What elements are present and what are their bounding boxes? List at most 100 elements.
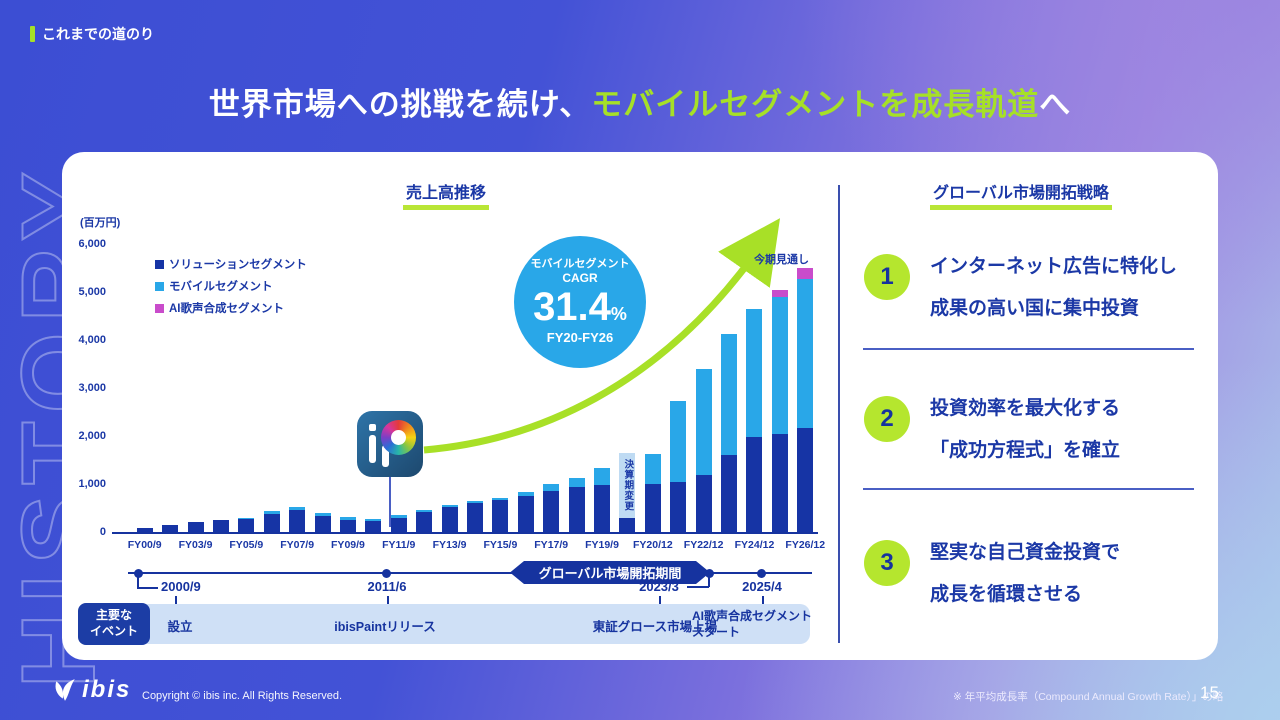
bar-segment-mobile	[492, 497, 509, 501]
bar-segment-mobile	[517, 492, 534, 497]
milestone-tick	[175, 596, 177, 605]
strategy-line: インターネット広告に特化し	[930, 256, 1178, 277]
bar-segment-solution	[746, 436, 763, 532]
milestone-event: 設立	[167, 620, 193, 634]
icon-color-wheel	[381, 420, 416, 455]
chart-title: 売上高推移	[403, 179, 490, 210]
forecast-label: 今期見通し	[754, 254, 809, 266]
strategy-number-badge: 3	[864, 540, 910, 586]
milestone-date: 2025/4	[742, 579, 782, 594]
y-tick: 1,000	[78, 478, 106, 490]
bar-unlabeled	[564, 244, 589, 532]
strategy-number-badge: 1	[864, 254, 910, 300]
ibis-logo-mark	[55, 679, 75, 701]
milestone-event: ibisPaintリリース	[334, 620, 436, 634]
x-axis-label: FY07/9	[280, 539, 315, 551]
bar-FY20/12: FY20/12	[633, 244, 673, 551]
x-axis-label: FY09/9	[331, 539, 365, 551]
bar-segment-solution	[644, 484, 661, 532]
cagr-period: FY20-FY26	[546, 330, 614, 346]
legend-label: ソリューションセグメント	[169, 259, 307, 271]
strategy-item-1: 1 インターネット広告に特化し 成果の高い国に集中投資	[864, 246, 1206, 330]
bar-unlabeled	[666, 244, 691, 532]
bar-segment-mobile	[594, 468, 611, 486]
strategy-line: 堅実な自己資金投資で	[930, 542, 1121, 563]
strategy-separator	[863, 488, 1194, 490]
bar-segment-solution	[466, 503, 483, 532]
legend-item: モバイルセグメント	[155, 278, 307, 294]
bar-segment-solution	[568, 486, 585, 532]
x-axis-label: FY15/9	[483, 539, 518, 551]
events-strip	[130, 604, 810, 644]
bar-unlabeled	[208, 244, 233, 532]
chart-legend: ソリューションセグメント モバイルセグメント AI歌声合成セグメント	[155, 256, 307, 316]
milestone-date: 2011/6	[367, 579, 407, 594]
bar-unlabeled	[716, 244, 741, 532]
bar-segment-solution	[721, 455, 738, 532]
bar-segment-solution	[594, 485, 611, 532]
x-axis-label: FY24/12	[734, 539, 775, 551]
strategy-text: インターネット広告に特化し 成果の高い国に集中投資	[930, 246, 1206, 330]
bar-segment-solution	[543, 491, 560, 532]
section-eyebrow: これまでの道のり	[30, 24, 154, 44]
bar-segment-mobile	[644, 454, 661, 484]
strategy-title: グローバル市場開拓戦略	[930, 179, 1112, 210]
bar-segment-solution	[289, 509, 306, 532]
cagr-number: 31.4	[533, 285, 611, 330]
bar-FY09/9: FY09/9	[331, 244, 365, 551]
icon-p-stem	[382, 445, 389, 467]
timeline-dot-2023	[705, 568, 714, 578]
bar-segment-mobile	[746, 308, 763, 437]
bar-segment-solution	[390, 517, 407, 532]
milestone-event-line1: AI歌声合成セグメント	[692, 609, 813, 623]
cagr-footnote: ※ 年平均成長率（Compound Annual Growth Rate）」の略	[953, 691, 1224, 703]
icon-connector-line	[389, 477, 391, 527]
bar-segment-mobile	[543, 484, 560, 492]
cagr-label: CAGR	[562, 271, 598, 286]
bar-segment-solution	[314, 515, 331, 532]
cagr-segment-label: モバイルセグメント	[530, 257, 630, 270]
bar-FY19/9: FY19/9	[585, 244, 619, 551]
bar-unlabeled	[411, 244, 436, 532]
milestone-event: 東証グロース市場上場	[592, 620, 718, 634]
cagr-value: 31.4%	[514, 286, 646, 328]
x-axis-label: FY17/9	[534, 539, 569, 551]
bar-segment-mobile	[441, 504, 458, 508]
bar-unlabeled	[361, 244, 386, 532]
content-card: 売上高推移 (百万円) 6,000 5,000 4,000 3,000 2,00…	[62, 152, 1218, 660]
bar-unlabeled	[259, 244, 284, 532]
bar-segment-mobile	[339, 517, 356, 520]
x-axis-label: FY22/12	[683, 539, 724, 551]
bar-segment-solution	[212, 519, 229, 532]
global-expansion-band: グローバル市場開拓期間	[510, 561, 710, 584]
milestone-tick	[762, 596, 764, 605]
strategy-text: 堅実な自己資金投資で 成長を循環させる	[930, 532, 1206, 616]
ibispaint-app-icon	[357, 411, 423, 477]
x-axis-label: FY20/12	[632, 539, 673, 551]
y-axis-unit: (百万円)	[80, 217, 121, 229]
page-number: 15	[1200, 683, 1219, 702]
y-tick: 5,000	[78, 286, 106, 298]
events-header-line1: 主要な	[95, 608, 132, 623]
bar-segment-transition: 決算期変更	[619, 452, 636, 519]
title-prefix: 世界市場への挑戦を続け、	[208, 87, 592, 122]
y-tick: 4,000	[78, 334, 106, 346]
icon-i-bar	[369, 435, 376, 463]
eyebrow-label: これまでの道のり	[42, 26, 154, 42]
strategy-text: 投資効率を最大化する 「成功方程式」を確立	[930, 388, 1206, 472]
bar-FY07/9: FY07/9	[280, 244, 314, 551]
ibis-logo-text: ibis	[82, 676, 132, 703]
strategy-item-2: 2 投資効率を最大化する 「成功方程式」を確立	[864, 388, 1206, 472]
bar-FY15/9: FY15/9	[483, 244, 517, 551]
eyebrow-accent-bar	[30, 26, 35, 42]
milestone-tick	[659, 596, 661, 605]
events-header: 主要な イベント	[78, 603, 150, 645]
bar-segment-solution	[670, 482, 687, 532]
timeline-dot-2011	[382, 568, 391, 578]
bar-chart-plot: FY00/9 FY03/9 FY05/9 FY07/9 FY09/9 FY11/9 FY13…	[112, 244, 825, 551]
bar-FY26/12: FY26/12	[785, 244, 825, 551]
y-tick: 6,000	[78, 238, 106, 250]
bar-segment-mobile	[466, 500, 483, 504]
bar-unlabeled	[767, 244, 792, 532]
x-axis-label: FY11/9	[382, 539, 416, 551]
